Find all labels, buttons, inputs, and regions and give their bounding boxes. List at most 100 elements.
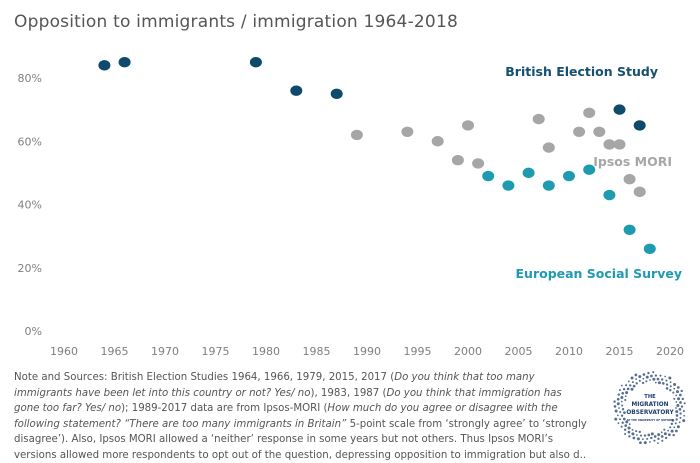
logo-dot: [652, 378, 655, 381]
data-point: [533, 114, 545, 124]
data-point: [583, 108, 595, 118]
data-point: [634, 120, 646, 130]
logo-dot: [631, 388, 634, 391]
logo-dot: [671, 430, 674, 433]
logo-dot: [677, 425, 680, 428]
logo-dot: [673, 426, 675, 428]
logo-dot: [629, 384, 631, 386]
data-point: [543, 180, 555, 190]
logo-dot: [638, 375, 641, 378]
logo-dot: [679, 401, 682, 404]
data-point: [624, 225, 636, 235]
logo-dot: [642, 378, 644, 380]
logo-text: THE: [644, 394, 656, 400]
series-label: Ipsos MORI: [593, 154, 672, 169]
logo-dot: [672, 434, 674, 436]
logo-dot: [679, 394, 682, 397]
logo-dot: [617, 414, 619, 416]
data-point: [624, 174, 636, 184]
logo-dot: [654, 435, 657, 438]
logo-dot: [624, 424, 627, 427]
logo-dot: [679, 417, 681, 419]
logo-dot: [666, 387, 669, 390]
logo-dot: [676, 404, 679, 407]
x-tick-label: 1975: [202, 345, 230, 358]
data-point: [119, 57, 131, 67]
logo-dot: [644, 441, 647, 444]
logo-dot: [617, 402, 620, 405]
logo-dot: [670, 385, 672, 387]
data-point: [482, 171, 494, 181]
y-tick-label: 80%: [18, 72, 42, 85]
logo-dot: [673, 388, 675, 390]
logo-dot: [621, 401, 623, 403]
logo-dot: [650, 437, 652, 439]
logo-dot: [635, 430, 637, 432]
logo-dot: [642, 438, 644, 440]
logo-dot: [621, 385, 623, 387]
logo-dot: [629, 423, 631, 425]
logo-dot: [636, 382, 638, 384]
logo-dot: [679, 421, 681, 423]
logo-dot: [679, 412, 681, 414]
data-point: [603, 190, 615, 200]
note-text: ); 1989-2017 data are from Ipsos-MORI (: [121, 403, 327, 414]
note-text: following statement? “There are too many…: [14, 419, 346, 430]
data-point: [401, 127, 413, 137]
logo-dot: [644, 434, 646, 436]
logo-dot: [647, 434, 650, 437]
logo-dot: [665, 437, 667, 439]
logo-dot: [631, 432, 634, 435]
logo-dot: [662, 382, 665, 385]
logo-dot: [657, 433, 660, 436]
logo-dot: [639, 431, 641, 433]
note-line: gone too far? Yes/ no); 1989-2017 data a…: [14, 401, 614, 417]
logo-dot: [619, 418, 621, 420]
data-point: [614, 139, 626, 149]
logo-dot: [655, 382, 657, 384]
x-tick-label: 1965: [101, 345, 129, 358]
logo-dot: [619, 389, 621, 391]
data-point: [523, 168, 535, 178]
logo-dot: [625, 391, 628, 394]
logo-dot: [617, 398, 620, 401]
logo-dot: [683, 410, 685, 412]
logo-text: MIGRATION: [631, 402, 668, 408]
x-tick-label: 1990: [353, 345, 381, 358]
data-point: [290, 85, 302, 95]
logo-dot: [665, 379, 667, 381]
data-point: [593, 127, 605, 137]
note-text: Do you think that immigration has: [386, 388, 561, 399]
x-tick-label: 2000: [454, 345, 482, 358]
data-point: [351, 130, 363, 140]
note-line: disagree’). Also, Ipsos MORI allowed a ‘…: [14, 432, 614, 448]
logo-dot: [667, 430, 669, 432]
logo-dot: [682, 398, 684, 400]
data-point: [634, 187, 646, 197]
logo-dot: [649, 441, 651, 443]
x-tick-label: 1980: [252, 345, 280, 358]
logo-dot: [682, 419, 685, 422]
logo-text: AT THE UNIVERSITY OF OXFORD: [627, 418, 674, 422]
logo-dot: [677, 386, 680, 389]
logo-dot: [646, 376, 649, 379]
logo-dot: [669, 426, 671, 428]
logo-dot: [622, 408, 624, 410]
logo-dot: [618, 407, 620, 409]
logo-dot: [661, 440, 663, 442]
note-text: 5-point scale from ‘strongly agree’ to ‘…: [346, 419, 586, 430]
logo-dot: [621, 404, 623, 406]
logo-dot: [657, 438, 659, 440]
logo-dot: [650, 375, 653, 378]
logo-dot: [675, 422, 677, 424]
data-point: [502, 180, 514, 190]
data-point: [432, 136, 444, 146]
x-tick-label: 1995: [404, 345, 432, 358]
logo-dot: [669, 389, 671, 391]
logo-dot: [628, 427, 631, 430]
logo-dot: [624, 429, 626, 431]
logo-dot: [643, 373, 646, 376]
logo-dot: [661, 431, 663, 433]
note-text: versions allowed more respondents to opt…: [14, 450, 586, 461]
